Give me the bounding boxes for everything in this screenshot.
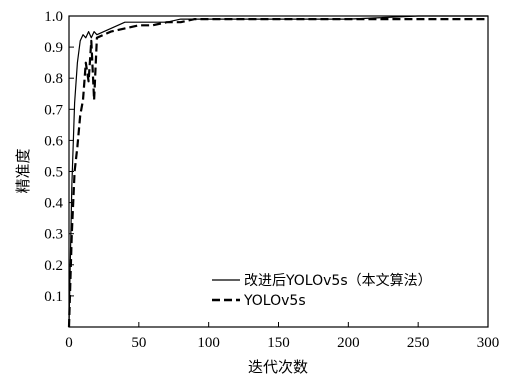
x-tick-label: 100 (197, 335, 220, 351)
y-tick-label: 0.3 (44, 227, 63, 243)
y-tick-label: 1.0 (44, 9, 63, 25)
series-layer (67, 15, 488, 328)
x-tick-label: 300 (477, 335, 500, 351)
y-axis-title: 精准度 (14, 148, 32, 193)
x-tick-label: 200 (337, 335, 360, 351)
y-tick-label: 0.1 (44, 289, 63, 305)
x-axis-ticks: 0 50 100 150 200 250 300 (65, 322, 499, 351)
series-line-2 (67, 18, 488, 328)
x-axis-title: 迭代次数 (248, 358, 308, 375)
y-tick-label: 0.9 (44, 40, 63, 56)
y-tick-label: 0.5 (44, 165, 63, 181)
y-tick-label: 0.8 (44, 71, 63, 87)
y-axis-ticks: 0.1 0.2 0.3 0.4 0.5 0.6 0.7 0.8 0.9 1.0 (44, 9, 74, 305)
x-tick-label: 250 (407, 335, 430, 351)
x-tick-label: 0 (65, 335, 73, 351)
y-tick-label: 0.2 (44, 258, 63, 274)
x-tick-label: 150 (267, 335, 290, 351)
legend-label-series-1: 改进后YOLOv5s（本文算法） (244, 273, 432, 289)
y-tick-label: 0.6 (44, 133, 63, 149)
y-tick-label: 0.4 (44, 196, 63, 212)
legend-label-series-2: YOLOv5s (243, 293, 306, 309)
x-tick-label: 50 (131, 335, 146, 351)
y-tick-label: 0.7 (44, 102, 63, 118)
legend: 改进后YOLOv5s（本文算法） YOLOv5s (212, 273, 432, 309)
